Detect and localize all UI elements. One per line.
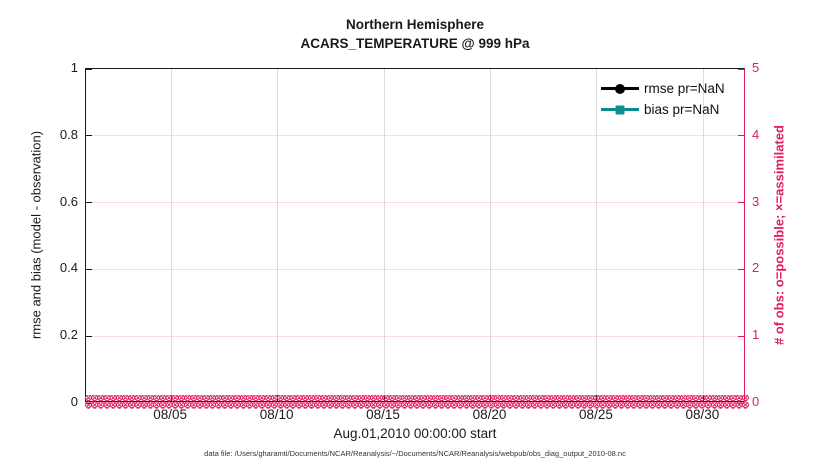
x-axis-tick <box>490 395 492 401</box>
right-y-tick-label: 3 <box>752 193 760 209</box>
x-tick-label: 08/10 <box>259 407 294 422</box>
right-y-tick-label: 1 <box>752 327 760 343</box>
legend-label: rmse pr=NaN <box>644 81 725 96</box>
left-axis-tick <box>86 202 92 204</box>
x-axis-tick <box>702 395 704 401</box>
legend-square-marker-icon <box>615 105 625 114</box>
gridline-horizontal <box>86 335 744 337</box>
gridline-horizontal <box>86 202 744 204</box>
left-y-tick-label: 0.4 <box>59 260 78 276</box>
x-tick-label: 08/25 <box>579 407 613 422</box>
x-axis-tick <box>596 395 598 401</box>
left-y-tick-label: 0.2 <box>59 327 78 343</box>
x-axis-label: Aug.01,2010 00:00:00 start <box>333 426 497 441</box>
left-axis-tick <box>86 335 92 337</box>
left-y-tick-label: 0.6 <box>59 193 78 209</box>
legend-circle-marker-icon <box>615 83 625 94</box>
gridline-vertical <box>383 69 385 401</box>
x-tick-label: 08/30 <box>685 407 720 422</box>
chart-title: Northern Hemisphere <box>345 17 485 32</box>
chart-subtitle: ACARS_TEMPERATURE @ 999 hPa <box>300 36 530 51</box>
right-y-tick-label: 0 <box>752 394 760 409</box>
right-axis-tick <box>738 402 744 404</box>
left-y-tick-label: 0.8 <box>59 126 78 142</box>
legend-row: bias pr=NaN <box>601 99 725 120</box>
obs-count-marker-band: ⊗⊗⊗⊗⊗⊗⊗⊗⊗⊗⊗⊗⊗⊗⊗⊗⊗⊗⊗⊗⊗⊗⊗⊗⊗⊗⊗⊗⊗⊗⊗⊗⊗⊗⊗⊗⊗⊗⊗⊗… <box>84 395 750 409</box>
x-tick-label: 08/20 <box>472 407 507 422</box>
gridline-vertical <box>490 69 492 401</box>
gridline-horizontal <box>86 268 744 270</box>
gridline-horizontal <box>86 135 744 137</box>
left-y-axis-label: rmse and bias (model - observation) <box>28 130 44 340</box>
x-tick-label: 08/15 <box>366 407 400 422</box>
left-axis-tick <box>86 268 92 270</box>
right-y-axis-label: # of obs: o=possible; ×=assimilated <box>771 125 787 345</box>
x-axis-tick <box>383 395 385 401</box>
right-y-tick-label: 4 <box>752 126 760 142</box>
legend-row: rmse pr=NaN <box>601 78 725 99</box>
legend-line-sample <box>601 105 639 114</box>
x-axis-tick <box>170 395 172 401</box>
left-y-tick-label: 1 <box>70 60 78 75</box>
right-axis-tick <box>738 68 744 70</box>
right-y-tick-label: 5 <box>752 60 760 75</box>
gridline-vertical <box>277 69 279 401</box>
gridline-vertical <box>702 69 704 401</box>
gridline-vertical <box>170 69 172 401</box>
legend-label: bias pr=NaN <box>644 102 720 117</box>
legend: rmse pr=NaN bias pr=NaN <box>601 78 725 120</box>
right-axis-tick <box>738 335 744 337</box>
legend-line-sample <box>601 83 639 94</box>
right-axis-tick <box>738 202 744 204</box>
left-axis-tick <box>86 402 92 404</box>
x-axis-tick <box>277 395 279 401</box>
plot-area <box>85 68 745 404</box>
gridline-vertical <box>596 69 598 401</box>
data-file-footnote: data file: /Users/gharamti/Documents/NCA… <box>204 449 626 458</box>
left-y-tick-label: 0 <box>70 394 78 409</box>
left-axis-tick <box>86 68 92 70</box>
right-axis-tick <box>738 135 744 137</box>
right-axis-tick <box>738 268 744 270</box>
x-tick-label: 08/05 <box>153 407 188 422</box>
left-axis-tick <box>86 135 92 137</box>
right-y-tick-label: 2 <box>752 260 760 276</box>
